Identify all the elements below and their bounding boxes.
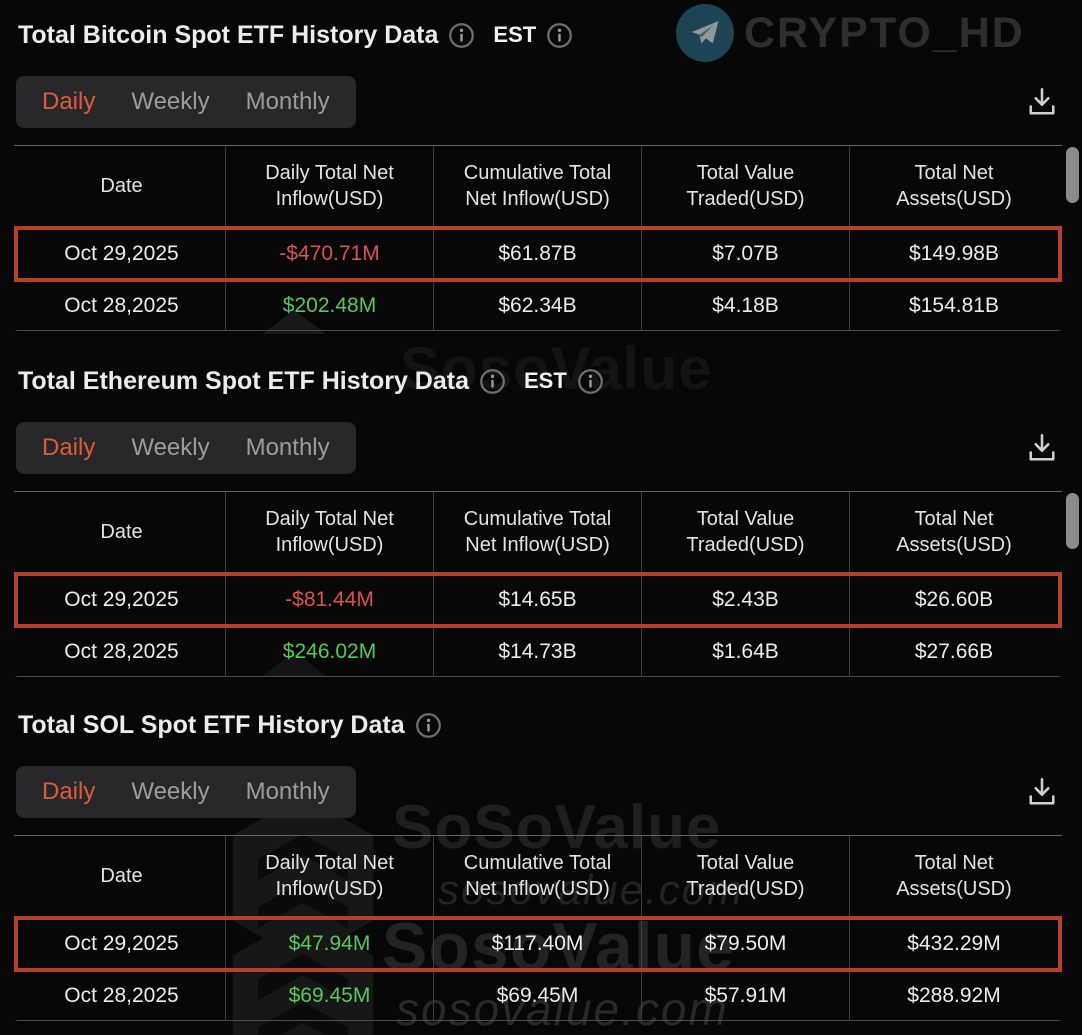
table-row: Oct 29,2025 -$81.44M $14.65B $2.43B $26.… (14, 572, 1062, 628)
date-cell: Oct 29,2025 (18, 920, 226, 968)
column-header: Total Net Assets(USD) (896, 851, 1012, 900)
section-bitcoin: Total Bitcoin Spot ETF History Data EST … (0, 0, 1082, 331)
info-icon[interactable] (546, 22, 573, 49)
info-icon[interactable] (448, 22, 475, 49)
column-header: Total Net Assets(USD) (896, 161, 1012, 210)
tab-monthly[interactable]: Monthly (245, 778, 330, 805)
tab-weekly[interactable]: Weekly (131, 778, 210, 805)
column-header: Total Value Traded(USD) (642, 492, 850, 572)
info-icon[interactable] (415, 712, 442, 739)
download-icon[interactable] (1022, 772, 1062, 812)
value-traded-cell: $4.18B (642, 282, 850, 330)
table-header-row: Date Daily Total Net Inflow(USD) Cumulat… (14, 836, 1062, 916)
cumulative-inflow-cell: $62.34B (434, 282, 642, 330)
table-header-row: Date Daily Total Net Inflow(USD) Cumulat… (14, 492, 1062, 572)
net-assets-cell: $288.92M (907, 984, 1001, 1007)
scrollbar[interactable] (1066, 147, 1079, 203)
page-title: Total Ethereum Spot ETF History Data (18, 366, 469, 395)
tab-daily[interactable]: Daily (42, 778, 96, 805)
net-assets-cell: $149.98B (909, 242, 999, 265)
est-label: EST (493, 22, 537, 47)
sol-etf-table: Date Daily Total Net Inflow(USD) Cumulat… (14, 835, 1062, 1021)
net-assets-cell: $432.29M (907, 932, 1001, 955)
daily-inflow-cell: $202.48M (226, 282, 434, 330)
section-header: Total Bitcoin Spot ETF History Data EST (18, 20, 1062, 50)
column-header: Date (18, 492, 226, 572)
cumulative-inflow-cell: $14.65B (434, 576, 642, 624)
date-cell: Oct 29,2025 (18, 576, 226, 624)
page-title: Total SOL Spot ETF History Data (18, 710, 405, 739)
column-header: Cumulative Total Net Inflow(USD) (434, 146, 642, 226)
net-assets-cell: $27.66B (914, 640, 994, 663)
table-header-row: Date Daily Total Net Inflow(USD) Cumulat… (14, 146, 1062, 226)
column-header: Total Value Traded(USD) (642, 146, 850, 226)
scrollbar[interactable] (1066, 493, 1079, 549)
table-row: Oct 28,2025 $69.45M $69.45M $57.91M $288… (14, 972, 1062, 1021)
section-header: Total Ethereum Spot ETF History Data EST (18, 366, 1062, 396)
section-header: Total SOL Spot ETF History Data (18, 710, 1062, 740)
bitcoin-etf-table: Date Daily Total Net Inflow(USD) Cumulat… (14, 145, 1079, 331)
column-header: Daily Total Net Inflow(USD) (226, 836, 434, 916)
tab-daily[interactable]: Daily (42, 88, 96, 115)
column-header: Daily Total Net Inflow(USD) (226, 146, 434, 226)
tab-daily[interactable]: Daily (42, 434, 96, 461)
daily-inflow-cell: $47.94M (226, 920, 434, 968)
value-traded-cell: $7.07B (642, 230, 850, 278)
interval-tab-group: Daily Weekly Monthly (16, 766, 356, 818)
date-cell: Oct 28,2025 (18, 628, 226, 676)
column-header: Date (18, 836, 226, 916)
est-label: EST (523, 368, 567, 393)
page-title: Total Bitcoin Spot ETF History Data (18, 20, 439, 49)
interval-tab-group: Daily Weekly Monthly (16, 76, 356, 128)
table-row: Oct 29,2025 $47.94M $117.40M $79.50M $43… (14, 916, 1062, 972)
column-header: Date (18, 146, 226, 226)
column-header: Total Net Assets(USD) (896, 507, 1012, 556)
value-traded-cell: $79.50M (642, 920, 850, 968)
column-header: Cumulative Total Net Inflow(USD) (434, 492, 642, 572)
download-icon[interactable] (1022, 428, 1062, 468)
column-header: Cumulative Total Net Inflow(USD) (434, 836, 642, 916)
tab-monthly[interactable]: Monthly (245, 434, 330, 461)
daily-inflow-cell: $69.45M (226, 972, 434, 1020)
column-header: Total Value Traded(USD) (642, 836, 850, 916)
table-row: Oct 28,2025 $202.48M $62.34B $4.18B $154… (14, 282, 1062, 331)
daily-inflow-cell: -$470.71M (226, 230, 434, 278)
ethereum-etf-table: Date Daily Total Net Inflow(USD) Cumulat… (14, 491, 1079, 677)
column-header: Daily Total Net Inflow(USD) (226, 492, 434, 572)
interval-tab-group: Daily Weekly Monthly (16, 422, 356, 474)
tab-weekly[interactable]: Weekly (131, 88, 210, 115)
cumulative-inflow-cell: $69.45M (434, 972, 642, 1020)
info-icon[interactable] (577, 368, 604, 395)
net-assets-cell: $154.81B (909, 294, 999, 317)
section-sol: Total SOL Spot ETF History Data Daily We… (0, 677, 1082, 1021)
cumulative-inflow-cell: $117.40M (434, 920, 642, 968)
value-traded-cell: $1.64B (642, 628, 850, 676)
table-row: Oct 28,2025 $246.02M $14.73B $1.64B $27.… (14, 628, 1062, 677)
cumulative-inflow-cell: $61.87B (434, 230, 642, 278)
daily-inflow-cell: -$81.44M (226, 576, 434, 624)
value-traded-cell: $57.91M (642, 972, 850, 1020)
section-ethereum: Total Ethereum Spot ETF History Data EST… (0, 331, 1082, 677)
daily-inflow-cell: $246.02M (226, 628, 434, 676)
value-traded-cell: $2.43B (642, 576, 850, 624)
info-icon[interactable] (479, 368, 506, 395)
date-cell: Oct 28,2025 (18, 972, 226, 1020)
download-icon[interactable] (1022, 82, 1062, 122)
tab-weekly[interactable]: Weekly (131, 434, 210, 461)
date-cell: Oct 29,2025 (18, 230, 226, 278)
tab-monthly[interactable]: Monthly (245, 88, 330, 115)
net-assets-cell: $26.60B (914, 588, 994, 611)
table-row: Oct 29,2025 -$470.71M $61.87B $7.07B $14… (14, 226, 1062, 282)
date-cell: Oct 28,2025 (18, 282, 226, 330)
cumulative-inflow-cell: $14.73B (434, 628, 642, 676)
